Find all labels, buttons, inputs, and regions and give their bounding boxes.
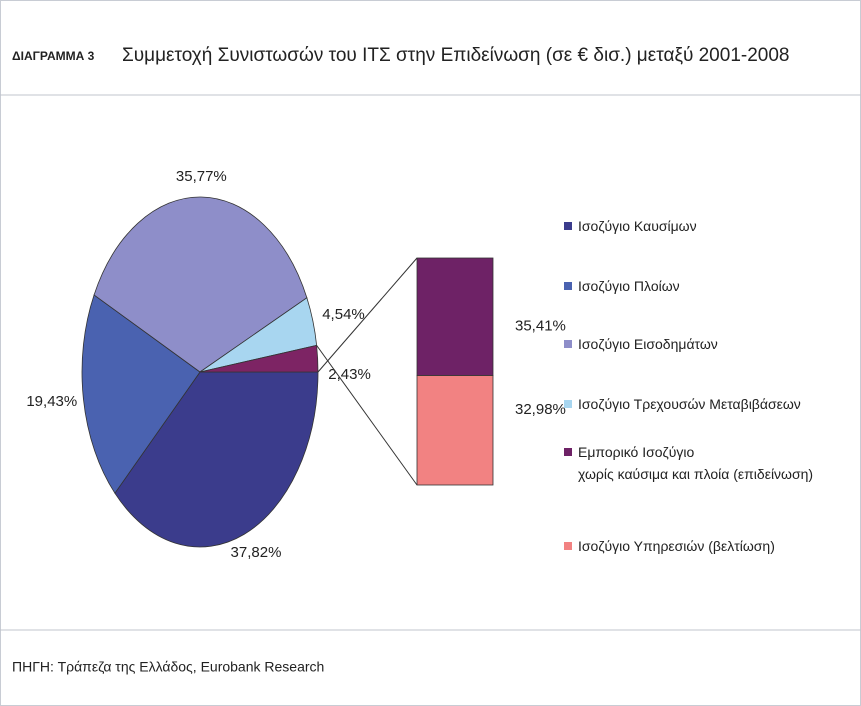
pie-slice [114,371,319,548]
legend-swatch [564,282,572,290]
legend-entry: Εμπορικό Ισοζύγιο χωρίς καύσιμα και πλοί… [564,441,814,485]
chart-title: Συμμετοχή Συνιστωσών του ΙΤΣ στην Επιδεί… [122,45,789,66]
slice-label: 4,54% [322,306,365,323]
legend-swatch [564,448,572,456]
slice-label: 35,77% [176,168,227,185]
slice-label: 2,43% [328,366,371,383]
legend-entry: Ισοζύγιο Πλοίων [564,275,680,297]
legend-entry: Ισοζύγιο Υπηρεσιών (βελτίωση) [564,535,775,557]
legend-label: Ισοζύγιο Τρεχουσών Μεταβιβάσεων [578,396,801,412]
bar-segment [416,375,494,486]
legend-entry: Ισοζύγιο Καυσίμων [564,215,697,237]
legend-label: Ισοζύγιο Εισοδημάτων [578,336,718,352]
source: ΠΗΓΗ: Τράπεζα της Ελλάδος, Eurobank Rese… [12,659,324,675]
title-prefix: ΔΙΑΓΡΑΜΜΑ 3 [12,49,95,63]
legend-label: Εμπορικό Ισοζύγιο χωρίς καύσιμα και πλοί… [578,444,814,482]
legend-entry: Ισοζύγιο Τρεχουσών Μεταβιβάσεων [564,393,801,415]
legend-swatch [564,542,572,550]
legend-swatch [564,340,572,348]
connector [316,345,418,486]
slice-label: 19,43% [26,393,77,410]
legend-swatch [564,222,572,230]
legend-label: Ισοζύγιο Καυσίμων [578,218,697,234]
legend-entry: Ισοζύγιο Εισοδημάτων [564,333,718,355]
legend-swatch [564,400,572,408]
slice-label: 37,82% [231,544,282,561]
bar-label: 32,98% [515,401,566,418]
bar-segment [416,257,494,376]
pie-slice [81,294,201,494]
connector [317,257,418,373]
bar-label: 35,41% [515,318,566,335]
legend-label: Ισοζύγιο Πλοίων [578,278,680,294]
legend-label: Ισοζύγιο Υπηρεσιών (βελτίωση) [578,538,775,554]
pie-slice [93,196,308,373]
